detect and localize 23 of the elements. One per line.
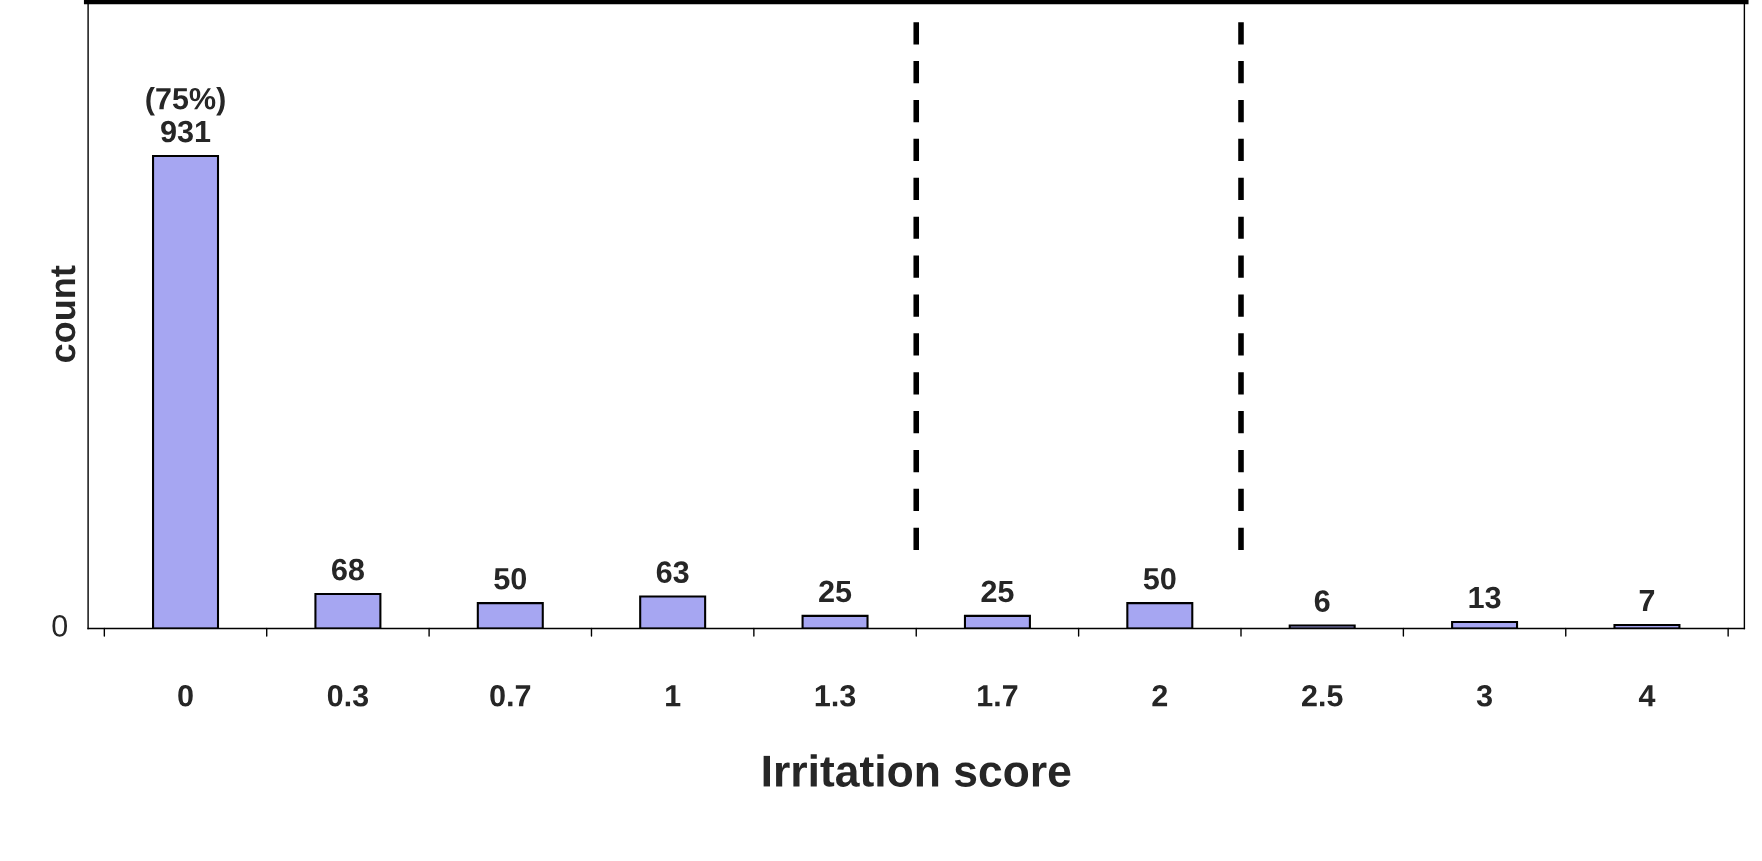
data-label: 25 [819, 580, 852, 603]
data-label: 50 [1143, 567, 1176, 590]
data-label: 6 [1314, 590, 1330, 612]
x-tick-label: 4 [1638, 685, 1656, 707]
data-label: 50 [494, 567, 527, 590]
data-label: 13 [1469, 586, 1501, 609]
x-tick-label: 2.5 [1302, 684, 1343, 707]
x-tick-label: 2 [1152, 684, 1168, 707]
x-tick-label: 1 [666, 685, 681, 707]
x-tick-label: 3 [1476, 684, 1492, 707]
data-label: 68 [332, 558, 364, 581]
x-tick-label: 0.7 [490, 684, 531, 707]
x-tick-label: 0.3 [327, 684, 369, 707]
x-axis-title: Irritation score [763, 754, 1071, 787]
data-label: (75%) 931 [146, 87, 225, 143]
y-axis-title: count [51, 265, 76, 362]
x-tick-label: 1.7 [978, 685, 1018, 707]
x-tick-label: 1.3 [815, 684, 856, 707]
x-tick-label: 0 [178, 684, 193, 707]
text: 0 [52, 615, 68, 637]
data-label: 63 [656, 561, 689, 584]
data-label: 25 [981, 580, 1014, 603]
data-label: 7 [1639, 590, 1655, 612]
